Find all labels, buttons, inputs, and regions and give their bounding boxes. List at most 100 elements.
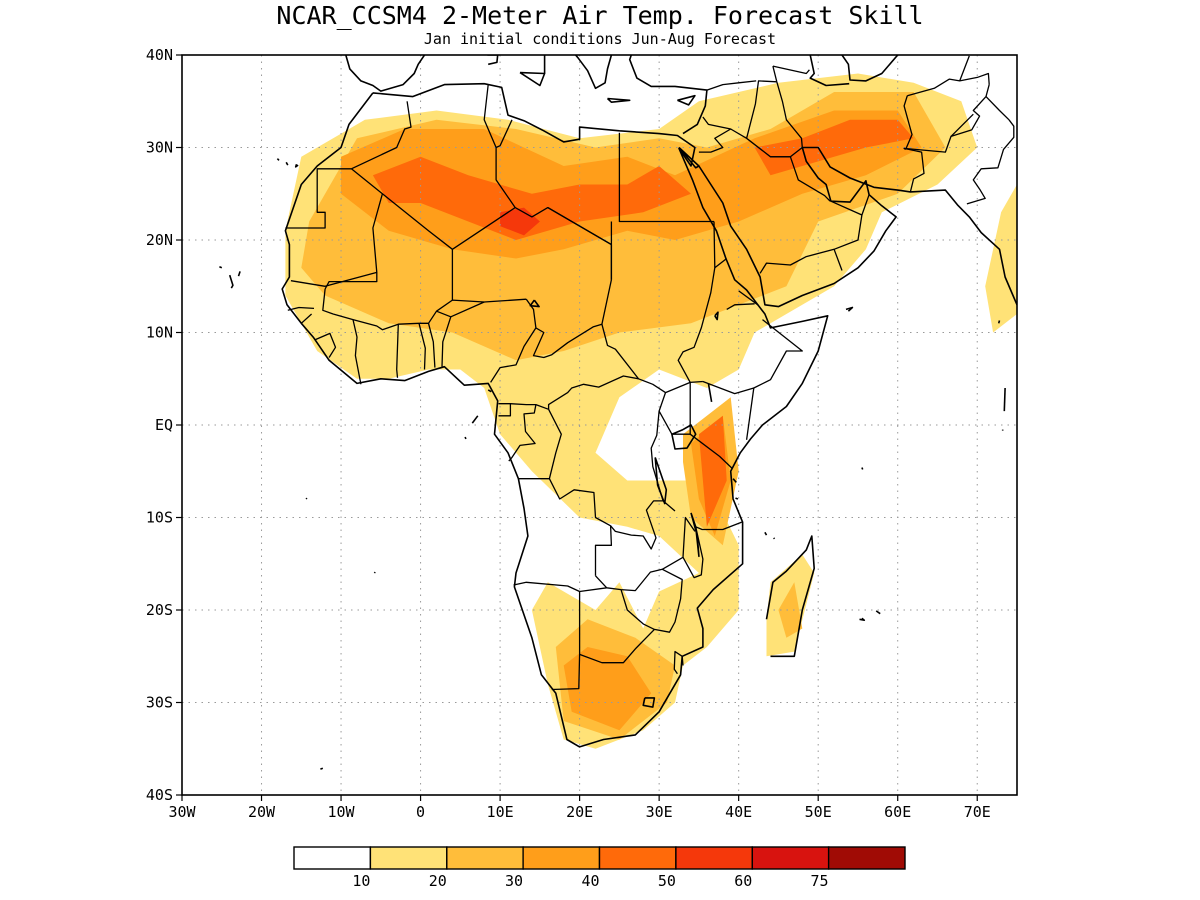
colorbar-label: 20 bbox=[429, 872, 447, 890]
country-border bbox=[450, 301, 485, 318]
country-border bbox=[314, 332, 337, 358]
coastline bbox=[285, 161, 289, 166]
coastline bbox=[677, 94, 696, 106]
latitude-axis: 40N 30N 20N 10N EQ 10S 20S 30S 40S bbox=[146, 46, 182, 804]
country-border bbox=[698, 116, 732, 153]
lat-tick-label: 10N bbox=[146, 324, 173, 342]
lat-tick-label: EQ bbox=[155, 416, 173, 434]
country-border bbox=[738, 290, 759, 306]
country-border bbox=[702, 380, 755, 440]
coastline bbox=[997, 320, 1001, 324]
coastline bbox=[228, 274, 234, 289]
country-border bbox=[658, 382, 691, 435]
lat-tick-label: 30S bbox=[146, 694, 173, 712]
country-border bbox=[508, 404, 537, 462]
country-border bbox=[595, 568, 683, 633]
country-border bbox=[682, 521, 743, 579]
colorbar-label: 40 bbox=[581, 872, 599, 890]
country-border bbox=[770, 156, 831, 202]
country-border bbox=[498, 403, 549, 410]
lon-tick-label: 50E bbox=[805, 803, 832, 821]
coastline bbox=[320, 767, 324, 770]
coastline bbox=[764, 531, 768, 536]
coastline bbox=[281, 82, 829, 748]
coastline bbox=[809, 55, 850, 87]
coastline bbox=[487, 55, 499, 66]
coastline bbox=[606, 97, 631, 103]
country-border bbox=[495, 119, 513, 149]
coastline bbox=[219, 266, 223, 269]
country-border bbox=[610, 500, 665, 550]
skill-shading bbox=[285, 73, 1017, 749]
country-border bbox=[745, 80, 777, 139]
coastline bbox=[487, 389, 492, 393]
coastline bbox=[237, 271, 241, 277]
country-border bbox=[287, 306, 315, 311]
figure-title: NCAR_CCSM4 2-Meter Air Temp. Forecast Sk… bbox=[276, 1, 923, 30]
coastline bbox=[294, 163, 299, 168]
country-border bbox=[726, 303, 755, 310]
colorbar-swatch bbox=[751, 846, 830, 870]
country-border bbox=[661, 516, 696, 570]
skill-region-level-4 bbox=[372, 156, 691, 240]
country-border bbox=[498, 403, 512, 417]
lon-tick-label: 30E bbox=[646, 803, 673, 821]
coastline bbox=[698, 146, 1017, 308]
country-border bbox=[436, 310, 452, 318]
country-border bbox=[833, 249, 843, 271]
coastline bbox=[373, 571, 376, 574]
colorbar-label: 50 bbox=[658, 872, 676, 890]
lon-tick-label: 30W bbox=[168, 803, 196, 821]
lat-tick-label: 40S bbox=[146, 786, 173, 804]
country-border bbox=[532, 323, 640, 410]
colorbar-swatch bbox=[598, 846, 677, 870]
coastline bbox=[519, 71, 546, 87]
lat-tick-label: 10S bbox=[146, 509, 173, 527]
coastline bbox=[654, 457, 668, 505]
coastline bbox=[276, 158, 280, 161]
coastline bbox=[875, 610, 881, 615]
coastline bbox=[464, 436, 467, 440]
country-border bbox=[638, 378, 691, 394]
coastline bbox=[642, 697, 656, 708]
country-border bbox=[418, 323, 426, 370]
coastline bbox=[735, 497, 739, 500]
country-border bbox=[601, 279, 613, 325]
colorbar-swatch bbox=[827, 846, 906, 870]
country-border bbox=[322, 288, 334, 315]
colorbar-swatch bbox=[446, 846, 524, 870]
coastline bbox=[859, 617, 866, 622]
coastline bbox=[773, 537, 776, 540]
colorbar-label: 10 bbox=[352, 872, 370, 890]
lon-tick-label: 40E bbox=[725, 803, 752, 821]
colorbar-swatch bbox=[293, 846, 372, 870]
map-gridlines bbox=[182, 55, 1017, 795]
country-border bbox=[324, 193, 384, 290]
country-border bbox=[706, 80, 757, 91]
colorbar-label: 75 bbox=[811, 872, 829, 890]
colorbar-label: 30 bbox=[505, 872, 523, 890]
country-border bbox=[689, 433, 733, 469]
coastline bbox=[845, 306, 854, 312]
country-border bbox=[903, 95, 913, 150]
coastline bbox=[574, 55, 613, 90]
lon-tick-label: 0 bbox=[416, 803, 425, 821]
country-border bbox=[677, 221, 716, 384]
country-border bbox=[772, 65, 778, 82]
country-border bbox=[772, 65, 810, 75]
lon-tick-label: 60E bbox=[884, 803, 911, 821]
country-borders bbox=[285, 55, 1015, 691]
coastline bbox=[714, 311, 719, 321]
coastline bbox=[732, 478, 737, 483]
colorbar-swatch bbox=[369, 846, 448, 870]
country-border bbox=[490, 298, 537, 383]
country-border bbox=[548, 478, 613, 576]
country-border bbox=[985, 96, 1010, 121]
coastline bbox=[305, 497, 308, 500]
colorbar-legend: 10 20 30 40 50 60 75 bbox=[293, 846, 906, 890]
lon-tick-label: 20W bbox=[248, 803, 276, 821]
coastline bbox=[628, 55, 708, 135]
country-border bbox=[396, 324, 399, 378]
skill-region-level-4 bbox=[754, 119, 914, 176]
